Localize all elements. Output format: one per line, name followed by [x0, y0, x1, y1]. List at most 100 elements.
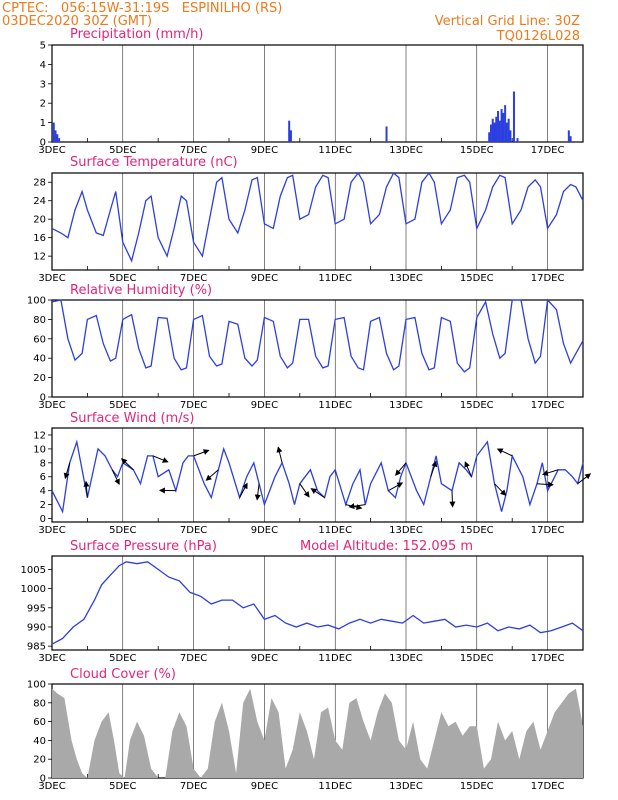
surface-wind-y-tick-label: 8	[40, 458, 46, 469]
wind-vector-arrow	[577, 473, 592, 485]
cloud-cover-x-tick-label: 13DEC	[389, 781, 423, 792]
precip-bar	[507, 118, 510, 142]
precipitation-y-tick-label: 0	[40, 138, 46, 149]
precip-bar	[497, 110, 500, 142]
cloud-cover-y-tick-label: 60	[33, 717, 46, 728]
relative-humidity-y-tick-label: 40	[33, 354, 46, 365]
wind-vector-arrow	[541, 469, 559, 476]
precip-bar	[498, 120, 501, 142]
surface-pressure-x-tick-label: 15DEC	[460, 653, 494, 664]
surface-pressure-x-tick-label: 11DEC	[318, 653, 352, 664]
surface-pressure-x-tick-label: 9DEC	[251, 653, 278, 664]
surface-wind-x-tick-label: 15DEC	[460, 525, 494, 536]
surface-wind-y-tick-label: 4	[40, 486, 46, 497]
surface-temperature-y-tick-label: 12	[33, 252, 46, 263]
surface-temperature-y-tick-label: 24	[33, 196, 46, 207]
precipitation-x-tick-label: 3DEC	[38, 145, 65, 156]
wind-vector-arrow	[276, 446, 283, 463]
relative-humidity-y-tick-label: 0	[40, 393, 46, 404]
surface-pressure-y-tick-label: 990	[27, 622, 46, 633]
cloud-cover-y-tick-label: 80	[33, 698, 46, 709]
cloud-cover-title: Cloud Cover (%)	[70, 667, 176, 682]
surface-temperature-x-tick-label: 17DEC	[531, 273, 565, 284]
wind-vector-arrow	[239, 482, 248, 498]
surface-temperature-series-line	[51, 171, 584, 263]
cloud-cover-x-tick-label: 17DEC	[531, 781, 565, 792]
surface-pressure-x-tick-label: 5DEC	[109, 653, 136, 664]
wind-vector-arrow	[254, 483, 261, 501]
surface-pressure-y-tick-label: 1000	[21, 584, 46, 595]
surface-temperature-x-tick-label: 13DEC	[389, 273, 423, 284]
cloud-cover-y-tick-label: 40	[33, 736, 46, 747]
wind-vector-arrow	[536, 481, 554, 488]
surface-temperature-x-tick-label: 15DEC	[460, 273, 494, 284]
precipitation-x-tick-label: 5DEC	[109, 145, 136, 156]
relative-humidity-x-tick-label: 13DEC	[389, 400, 423, 411]
cloud-cover-x-tick-label: 5DEC	[109, 781, 136, 792]
precipitation-x-tick-label: 15DEC	[460, 145, 494, 156]
surface-wind-y-tick-label: 6	[40, 472, 46, 483]
relative-humidity-title: Relative Humidity (%)	[70, 283, 212, 298]
wind-vector-arrow	[152, 455, 169, 463]
surface-pressure-title: Surface Pressure (hPa)	[70, 539, 217, 554]
wind-vector-arrow	[63, 462, 71, 480]
surface-wind-series-line	[51, 439, 584, 514]
relative-humidity-y-tick-label: 60	[33, 334, 46, 345]
surface-temperature-title: Surface Temperature (nC)	[70, 155, 238, 170]
header-model-code: TQ0126L028	[496, 29, 580, 44]
surface-wind-x-tick-label: 9DEC	[251, 525, 278, 536]
wind-vector-arrow	[464, 461, 472, 477]
relative-humidity-x-tick-label: 11DEC	[318, 400, 352, 411]
precip-bar	[289, 130, 292, 142]
surface-pressure-annotation: Model Altitude: 152.095 m	[300, 539, 473, 554]
precipitation-y-tick-label: 3	[40, 79, 46, 90]
cloud-cover-x-tick-label: 15DEC	[460, 781, 494, 792]
surface-pressure-x-tick-label: 13DEC	[389, 653, 423, 664]
surface-temperature-x-tick-label: 3DEC	[38, 273, 65, 284]
precipitation-y-tick-label: 5	[40, 41, 46, 52]
header-location: CPTEC: 056:15W-31:19S ESPINILHO (RS)	[2, 1, 282, 16]
surface-wind-y-tick-label: 10	[33, 444, 46, 455]
surface-wind-y-tick-label: 2	[40, 500, 46, 511]
precip-bar	[502, 112, 505, 142]
surface-wind-x-tick-label: 11DEC	[318, 525, 352, 536]
precip-bar	[58, 138, 61, 142]
surface-pressure-x-tick-label: 17DEC	[531, 653, 565, 664]
wind-vector-arrow	[111, 469, 120, 486]
precip-bar	[288, 120, 291, 142]
wind-vector-arrow	[430, 460, 438, 477]
precip-bar	[516, 138, 519, 142]
header-grid-note: Vertical Grid Line: 30Z	[435, 14, 580, 29]
wind-vector-arrow	[193, 449, 210, 457]
relative-humidity-x-tick-label: 9DEC	[251, 400, 278, 411]
surface-temperature-x-tick-label: 11DEC	[318, 273, 352, 284]
cloud-cover-y-tick-label: 20	[33, 755, 46, 766]
surface-temperature-x-tick-label: 7DEC	[180, 273, 207, 284]
precipitation-x-tick-label: 7DEC	[180, 145, 207, 156]
surface-pressure-y-tick-label: 985	[27, 642, 46, 653]
precipitation-x-tick-label: 17DEC	[531, 145, 565, 156]
precip-bar	[493, 122, 496, 142]
wind-vector-arrow	[388, 482, 404, 492]
cloud-cover-y-tick-label: 0	[40, 774, 46, 785]
wind-vector-arrow	[310, 488, 325, 499]
precip-bar	[504, 105, 507, 142]
cloud-cover-area	[52, 688, 583, 778]
wind-vector-arrow	[120, 458, 134, 471]
wind-vector-arrow	[299, 483, 310, 498]
surface-temperature-y-tick-label: 16	[33, 233, 46, 244]
relative-humidity-x-tick-label: 15DEC	[460, 400, 494, 411]
precipitation-y-tick-label: 4	[40, 60, 46, 71]
relative-humidity-x-tick-label: 5DEC	[109, 400, 136, 411]
surface-wind-x-tick-label: 17DEC	[531, 525, 565, 536]
precipitation-y-tick-label: 2	[40, 99, 46, 110]
precip-bar	[488, 132, 491, 142]
precipitation-x-tick-label: 9DEC	[251, 145, 278, 156]
relative-humidity-x-tick-label: 7DEC	[180, 400, 207, 411]
cloud-cover-y-tick-label: 100	[27, 680, 46, 691]
relative-humidity-x-tick-label: 17DEC	[531, 400, 565, 411]
surface-wind-x-tick-label: 5DEC	[109, 525, 136, 536]
surface-temperature-x-tick-label: 9DEC	[251, 273, 278, 284]
surface-pressure-y-tick-label: 1005	[21, 565, 46, 576]
